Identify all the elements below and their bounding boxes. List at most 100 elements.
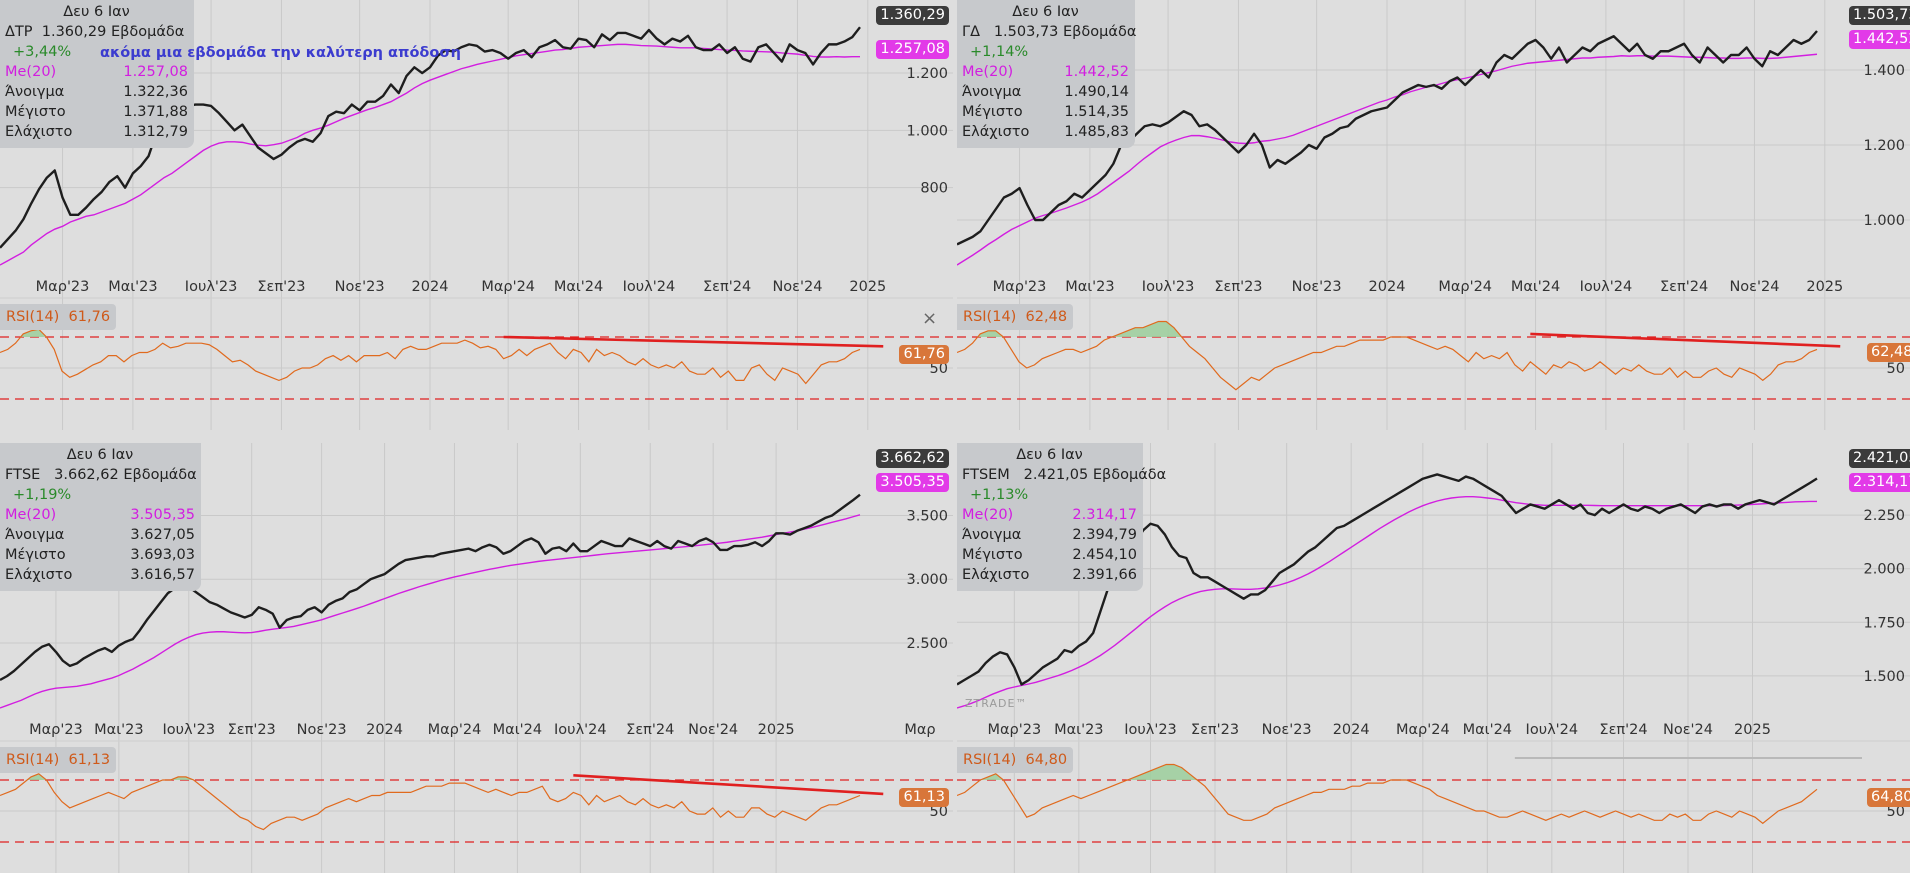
period-label: Εβδομάδα (123, 467, 197, 483)
open-value: 3.627,05 (130, 527, 195, 543)
price-series-line (0, 493, 861, 682)
price-chart-ftse[interactable]: 2.500 3.000 3.500 Μαρ'23 Μαι'23 Ιουλ'23 Σεπ'23… (0, 443, 953, 873)
x-tick-label: 2025 (849, 279, 886, 295)
ma-series-line (0, 514, 861, 709)
info-box-atp: Δευ 6 Ιαν ΔΤΡ 1.360,29 Εβδομάδα +3,44% M… (0, 0, 194, 148)
low-label: Ελάχιστο (5, 567, 73, 583)
low-label: Ελάχιστο (5, 124, 73, 140)
price-chart-gd[interactable]: 1.000 1.200 1.400 Μαρ'23 Μαι'23 Ιουλ'23 Σεπ'23… (957, 0, 1910, 430)
date-label: Δευ 6 Ιαν (66, 447, 134, 463)
low-value: 2.391,66 (1072, 567, 1137, 583)
x-tick-label: 2025 (1734, 722, 1771, 738)
y-tick-label: 1.000 (1863, 213, 1905, 229)
ma-price-tag: 3.505,35 (876, 473, 949, 492)
x-tick-label: Ιουλ'24 (1580, 279, 1633, 295)
x-tick-label: Μαρ'23 (993, 279, 1047, 295)
symbol-label: FTSE (5, 467, 41, 483)
open-label: Άνοιγμα (5, 527, 65, 543)
x-tick-label: Ιουλ'23 (185, 279, 238, 295)
rsi-label: RSI(14) (963, 752, 1017, 768)
ma-price-tag: 2.314,17 (1849, 473, 1910, 492)
period-label: Εβδομάδα (1092, 467, 1167, 483)
close-price-tag: 1.360,29 (876, 6, 949, 25)
x-tick-label: Μαι'23 (108, 279, 157, 295)
x-tick-label: 2024 (412, 279, 449, 295)
rsi-tick-label: 50 (930, 361, 948, 377)
rsi-trendline (1530, 332, 1841, 348)
x-tick-label: Νοε'23 (1292, 279, 1342, 295)
y-tick-label: 2.250 (1863, 508, 1905, 524)
ma-series-line (0, 43, 860, 266)
rsi-trendline (573, 774, 884, 796)
high-value: 1.514,35 (1064, 104, 1129, 120)
ma-value: 2.314,17 (1072, 507, 1137, 523)
ma-label: Me(20) (5, 64, 57, 80)
rsi-tick-label: 50 (1887, 361, 1905, 377)
x-tick-label: Σεπ'23 (257, 279, 305, 295)
y-tick-label: 1.200 (906, 66, 948, 82)
x-tick-label: 2025 (758, 722, 795, 738)
x-tick-label: Σεπ'23 (228, 722, 276, 738)
x-tick-label: Μαρ'24 (1438, 279, 1492, 295)
chart-panel-gd: 1.000 1.200 1.400 Μαρ'23 Μαι'23 Ιουλ'23 Σεπ'23… (957, 0, 1910, 430)
rsi-overbought-fill (957, 764, 1817, 780)
low-value: 3.616,57 (130, 567, 195, 583)
x-tick-label: Μαρ'23 (29, 722, 83, 738)
symbol-label: FTSEM (962, 467, 1010, 483)
x-tick-label: Μαι'23 (1065, 279, 1114, 295)
rsi-overbought-fill (957, 321, 1817, 337)
open-value: 2.394,79 (1072, 527, 1137, 543)
change-percent: +1,13% (970, 487, 1029, 503)
rsi-header-ftse: RSI(14) 61,13 (0, 747, 117, 773)
x-tick-label: 2025 (1806, 279, 1843, 295)
close-price-tag: 3.662,62 (876, 449, 949, 468)
x-tick-label: Νοε'24 (772, 279, 822, 295)
rsi-trendline (503, 335, 884, 348)
low-label: Ελάχιστο (962, 124, 1030, 140)
rsi-series-line (957, 320, 1818, 391)
close-value: 1.503,73 (993, 24, 1059, 40)
x-tick-label: Σεπ'24 (626, 722, 674, 738)
x-tick-label: 2024 (366, 722, 403, 738)
ma-label: Me(20) (962, 507, 1014, 523)
x-tick-label: Μαι'24 (1463, 722, 1512, 738)
rsi-value-tag: 61,13 (899, 788, 949, 807)
x-tick-label: Μαρ'24 (428, 722, 482, 738)
rsi-value: 64,80 (1025, 752, 1068, 768)
price-chart-ftsem[interactable]: 1.500 1.750 2.000 2.250 Μαρ'23 Μαι'23 Ιουλ'23 Σ… (957, 443, 1910, 873)
y-tick-label: 2.500 (906, 636, 948, 652)
high-label: Μέγιστο (962, 104, 1023, 120)
rsi-value-tag: 61,76 (899, 345, 949, 364)
x-tick-label: Σεπ'24 (1660, 279, 1708, 295)
y-tick-label: 2.000 (1863, 562, 1905, 578)
x-tick-label: Νοε'23 (1262, 722, 1312, 738)
low-label: Ελάχιστο (962, 567, 1030, 583)
high-label: Μέγιστο (5, 547, 66, 563)
ma-label: Me(20) (962, 64, 1014, 80)
ma-price-tag: 1.257,08 (876, 40, 949, 59)
price-series-line (0, 26, 861, 249)
period-label: Εβδομάδα (1063, 24, 1137, 40)
y-tick-label: 3.500 (906, 508, 948, 524)
x-tick-label: Μαρ'23 (987, 722, 1041, 738)
change-percent: +3,44% (13, 44, 72, 60)
rsi-tick-label: 50 (930, 804, 948, 820)
price-series-line (957, 30, 1818, 246)
open-label: Άνοιγμα (5, 84, 65, 100)
date-label: Δευ 6 Ιαν (1012, 4, 1079, 20)
close-icon[interactable]: × (922, 308, 938, 329)
watermark-logo: ZTRADE™ (965, 697, 1028, 710)
ma-price-tag: 1.442,52 (1849, 30, 1910, 49)
symbol-label: ΔΤΡ (5, 24, 33, 40)
x-tick-label: Ιουλ'23 (1142, 279, 1195, 295)
x-tick-label: Νοε'23 (335, 279, 385, 295)
close-value: 1.360,29 (41, 24, 107, 40)
x-tick-label: Μαρ (904, 722, 935, 738)
close-price-tag: 1.503,73 (1849, 6, 1910, 25)
x-tick-label: Μαι'24 (493, 722, 542, 738)
rsi-label: RSI(14) (6, 309, 60, 325)
rsi-series-line (0, 328, 861, 385)
ma-value: 1.442,52 (1064, 64, 1129, 80)
high-value: 1.371,88 (123, 104, 188, 120)
